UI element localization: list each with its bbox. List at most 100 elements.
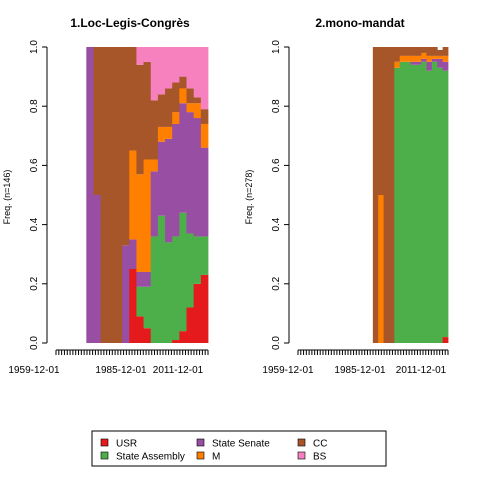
area-segment-usr-2003	[172, 340, 180, 343]
area-segment-cc-1970	[93, 47, 102, 195]
area-segment-state-senate-1994	[150, 171, 159, 237]
y-axis-label-2: Freq. (n=278)	[244, 170, 254, 225]
x-tick-label: 2011-12-01	[153, 365, 204, 376]
plot-area-1: 0.0 0.2 0.4 0.6 0.8 1.0 1959-12-01 1985-12-01 20…	[8, 40, 209, 376]
area-segment-state-senate-1991	[143, 271, 152, 287]
area-segment-usr-1988	[136, 316, 144, 343]
area-segment-state-assembly-2009	[186, 233, 195, 308]
area-segment-cc-1994	[150, 100, 159, 160]
area-segment-m-2009	[186, 103, 195, 113]
y-tick-label: 0.0	[271, 336, 282, 350]
area-segment-bs-2003	[172, 47, 180, 83]
area-segment-m-2000	[165, 126, 173, 139]
y-axis-label-1: Freq. (n=146)	[2, 170, 12, 225]
area-segment-m-1979	[378, 195, 384, 343]
area-segment-cc-1979	[378, 47, 384, 195]
area-segment-cc-1991	[143, 61, 152, 160]
y-tick-label: 0.0	[29, 336, 40, 350]
x-tick-label: 2011-12-01	[396, 365, 447, 376]
y-tick-label: 0.2	[271, 276, 282, 290]
area-segment-state-senate-2000	[165, 138, 173, 243]
area-segment-bs-2000	[165, 47, 173, 89]
area-segment-cc-1991	[399, 47, 406, 56]
y-tick-label: 0.2	[29, 276, 40, 290]
area-segment-cc-2012	[437, 49, 444, 56]
area-segment-bs-1997	[157, 47, 166, 95]
area-segment-state-senate-2012	[437, 58, 444, 68]
area-segment-cc-2009	[431, 47, 438, 56]
y-tick-label: 0.8	[29, 99, 40, 113]
area-segment-state-assembly-2006	[426, 70, 433, 344]
area-segment-state-senate-2006	[426, 61, 433, 71]
chart-panel-2: 2.mono-mandat Freq. (n=278) 0.0 0.2 0.4 0.6…	[244, 16, 449, 376]
area-segment-cc-1976	[107, 47, 116, 343]
x-tick-label: 1959-12-01	[8, 365, 60, 376]
area-segment-cc-2006	[426, 47, 433, 56]
area-segment-state-senate-2003	[421, 58, 427, 62]
area-segment-state-assembly-2000	[415, 64, 422, 343]
y-tick-label: 0.6	[29, 158, 40, 172]
y-tick-label: 1.0	[29, 40, 40, 54]
area-segment-cc-2015	[200, 109, 209, 124]
legend-label-state-assembly: State Assembly	[116, 452, 185, 463]
plot-area-2: 0.0 0.2 0.4 0.6 0.8 1.0 1959-12-01 1985-12-01 20…	[262, 40, 449, 376]
area-segment-m-2000	[415, 55, 422, 62]
area-segment-cc-1988	[136, 64, 144, 175]
legend-label-bs: BS	[313, 452, 327, 463]
area-segment-cc-1997	[157, 94, 166, 127]
legend-label-cc: CC	[313, 439, 327, 450]
area-segment-state-assembly-1988	[394, 67, 401, 343]
area-segment-state-senate-2003	[172, 123, 180, 237]
area-segment-cc-2003	[421, 47, 427, 53]
area-segment-bs-2006	[179, 47, 187, 77]
area-segment-m-1988	[394, 61, 401, 68]
area-segment-m-1988	[136, 174, 144, 272]
area-segment-state-assembly-2006	[179, 212, 187, 332]
area-segment-state-assembly-2009	[431, 61, 438, 344]
legend-box	[91, 430, 387, 467]
area-segment-cc-1982	[383, 47, 390, 343]
area-segment-usr-2015	[200, 274, 209, 343]
area-segment-cc-2006	[179, 76, 187, 89]
area-segment-state-assembly-1988	[136, 286, 144, 317]
legend-swatch-state-senate	[196, 438, 205, 447]
legend-swatch-cc	[297, 438, 306, 447]
area-segment-state-senate-2015	[200, 147, 209, 237]
area-segment-cc-2012	[193, 97, 202, 104]
chart-title-1: 1.Loc-Legis-Congrès	[70, 16, 190, 30]
area-segment-usr-2009	[186, 307, 195, 343]
area-segment-m-2003	[421, 52, 427, 59]
area-segment-cc-1988	[394, 47, 401, 62]
legend-swatch-usr	[100, 438, 109, 447]
area-segment-state-senate-1985	[129, 239, 137, 269]
legend-label-m: M	[212, 452, 220, 463]
area-segment-state-assembly-2015	[200, 236, 209, 275]
area-segment-m-2012	[193, 103, 202, 119]
area-segment-state-senate-1997	[410, 61, 417, 65]
area-segment-state-assembly-2012	[193, 236, 202, 284]
legend-label-state-senate: State Senate	[212, 439, 270, 450]
area-segment-state-assembly-2012	[437, 67, 444, 343]
area-segment-bs-2012	[193, 47, 202, 98]
area-segment-state-assembly-1997	[157, 215, 166, 343]
area-segment-cc-2000	[415, 47, 422, 56]
area-segment-usr-1985	[129, 269, 137, 343]
chart-title-2: 2.mono-mandat	[315, 16, 404, 30]
area-segment-m-1994	[405, 55, 411, 62]
area-segment-cc-2000	[165, 88, 173, 127]
area-segment-usr-1991	[143, 328, 152, 343]
area-segment-m-2006	[426, 55, 433, 62]
area-segment-state-senate-2000	[415, 61, 422, 65]
area-segment-m-2006	[179, 88, 187, 104]
area-segment-m-1991	[143, 159, 152, 272]
area-segment-state-assembly-1991	[399, 61, 406, 344]
area-segment-cc-2003	[172, 82, 180, 113]
area-segment-cc-1997	[410, 47, 417, 56]
area-segment-state-assembly-2000	[165, 242, 173, 343]
area-segment-m-1997	[157, 126, 166, 142]
chart-legend: USR State Assembly State Senate M CC BS	[91, 430, 387, 467]
area-segment-state-senate-2009	[431, 58, 438, 62]
area-segment-state-assembly-2015	[442, 70, 449, 338]
area-segment-state-assembly-2003	[172, 236, 180, 341]
